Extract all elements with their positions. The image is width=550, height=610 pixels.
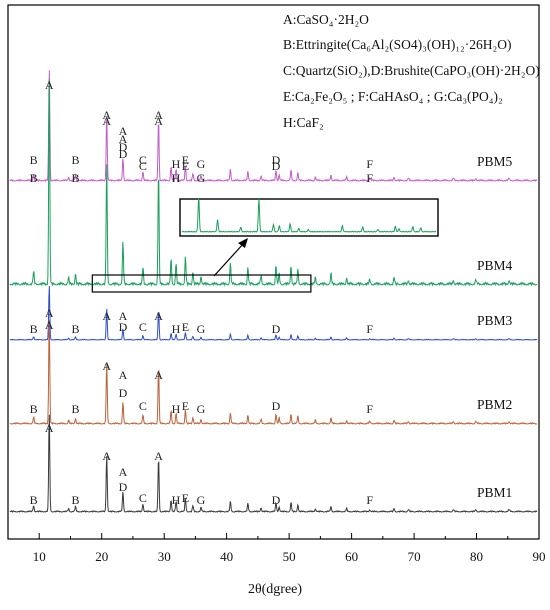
- inset-arrow: [214, 243, 244, 276]
- peak-label: D: [119, 320, 128, 334]
- peak-label: H: [172, 402, 181, 416]
- peak-label: C: [139, 399, 147, 413]
- peak-label: B: [71, 153, 79, 167]
- peak-label: A: [119, 368, 128, 382]
- x-tick-label: 40: [220, 549, 233, 564]
- peak-label: A: [119, 132, 128, 146]
- peak-label: A: [154, 449, 163, 463]
- x-tick-label: 20: [95, 549, 108, 564]
- peak-label: F: [366, 322, 373, 336]
- x-tick-label: 90: [533, 549, 546, 564]
- sample-label-pbm3: PBM3: [477, 313, 513, 328]
- peak-label: G: [197, 402, 206, 416]
- peak-label: G: [197, 171, 206, 185]
- peak-label: A: [45, 421, 54, 435]
- x-tick-label: 50: [283, 549, 296, 564]
- peak-label: D: [119, 480, 128, 494]
- peak-label: E: [182, 491, 189, 505]
- x-tick-label: 30: [158, 549, 171, 564]
- peak-label: B: [30, 402, 38, 416]
- peak-label: B: [30, 153, 38, 167]
- peak-label: B: [30, 493, 38, 507]
- peak-label: E: [182, 399, 189, 413]
- legend-entry: C:Quartz(SiO₂),D:Brushite(CaPO₃(OH)·2H₂O…: [283, 63, 540, 78]
- peak-label: D: [272, 322, 281, 336]
- x-tick-label: 60: [345, 549, 358, 564]
- series-line-pbm4: [10, 79, 537, 285]
- peak-label: B: [30, 171, 38, 185]
- peak-label: A: [102, 114, 111, 128]
- peak-label: C: [139, 491, 147, 505]
- legend-entry: H:CaF₂: [283, 115, 324, 130]
- peak-label: A: [102, 449, 111, 463]
- sample-label-pbm2: PBM2: [477, 397, 512, 412]
- peak-label: D: [272, 399, 281, 413]
- inset-arrow-head: [238, 238, 248, 248]
- peak-label: E: [182, 159, 189, 173]
- peak-label: G: [197, 157, 206, 171]
- peak-label: A: [154, 309, 163, 323]
- peak-label: C: [139, 320, 147, 334]
- peak-label: D: [119, 386, 128, 400]
- plot-frame: [8, 5, 539, 539]
- x-axis: 10 20 30 40 50 60 70 80 90: [8, 533, 546, 564]
- series-group: [10, 70, 537, 512]
- x-tick-label: 10: [33, 549, 46, 564]
- phase-legend: A:CaSO₄·2H₂O B:Ettringite(Ca₆Al₂(SO4)₃(OH…: [283, 12, 540, 130]
- peak-label: C: [139, 159, 147, 173]
- peak-label: H: [172, 322, 181, 336]
- sample-label-pbm1: PBM1: [477, 485, 512, 500]
- peak-label: H: [172, 157, 181, 171]
- sample-names: PBM5 PBM4 PBM3 PBM2 PBM1: [477, 154, 513, 500]
- sample-label-pbm5: PBM5: [477, 154, 513, 169]
- peak-label: A: [154, 368, 163, 382]
- peak-label: B: [71, 322, 79, 336]
- peak-label: B: [30, 322, 38, 336]
- peak-label: F: [366, 157, 373, 171]
- peak-label: B: [71, 493, 79, 507]
- peak-label: A: [45, 78, 54, 92]
- peak-label: A: [45, 318, 54, 332]
- peak-label: D: [119, 147, 128, 161]
- peak-label: F: [366, 493, 373, 507]
- peak-label: B: [71, 402, 79, 416]
- peak-label: A: [119, 465, 128, 479]
- peak-label: D: [272, 493, 281, 507]
- peak-label: A: [102, 359, 111, 373]
- x-axis-title: 2θ(dgree): [248, 582, 302, 597]
- peak-label: H: [172, 171, 181, 185]
- peak-label: B: [71, 171, 79, 185]
- legend-entry: B:Ettringite(Ca₆Al₂(SO4)₃(OH)₁₂·26H₂O): [283, 37, 511, 52]
- peak-label: H: [172, 493, 181, 507]
- peak-label: G: [197, 322, 206, 336]
- peak-label: D: [272, 159, 281, 173]
- x-tick-label: 80: [470, 549, 483, 564]
- peak-label: G: [197, 493, 206, 507]
- peak-label: F: [366, 171, 373, 185]
- peak-label: F: [366, 402, 373, 416]
- legend-entry: E:Ca₂Fe₂O₅ ; F:CaHAsO₄ ; G:Ca₃(PO₄)₂: [283, 89, 503, 104]
- peak-label: A: [102, 309, 111, 323]
- peak-label: E: [182, 320, 189, 334]
- peak-label: A: [154, 114, 163, 128]
- x-tick-label: 70: [408, 549, 421, 564]
- sample-label-pbm4: PBM4: [477, 258, 513, 273]
- legend-entry: A:CaSO₄·2H₂O: [283, 12, 369, 27]
